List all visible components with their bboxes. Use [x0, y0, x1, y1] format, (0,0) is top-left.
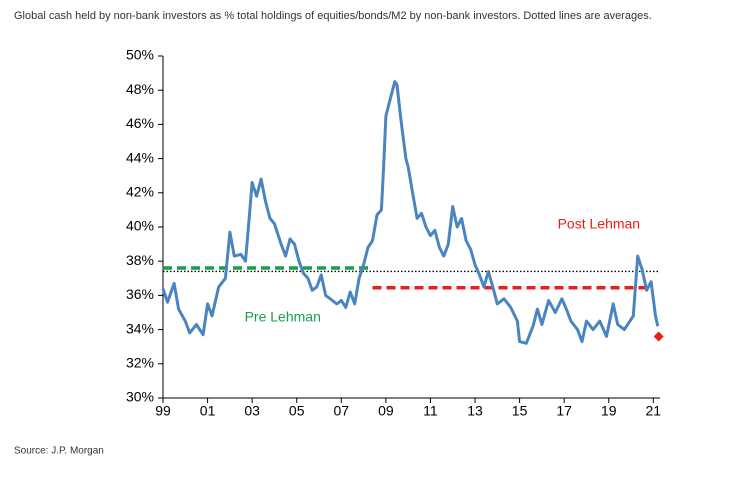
data-line [161, 80, 660, 345]
y-tick-label: 38% [126, 252, 154, 268]
y-tick-label: 44% [126, 149, 154, 165]
x-tick-label: 15 [512, 403, 528, 419]
x-tick-label: 05 [289, 403, 305, 419]
x-tick-label: 09 [378, 403, 394, 419]
x-tick-label: 03 [244, 403, 260, 419]
x-tick-label: 99 [155, 403, 171, 419]
y-tick-label: 34% [126, 320, 154, 336]
source-note: Source: J.P. Morgan [14, 446, 104, 457]
last-point [653, 331, 664, 342]
y-tick-label: 46% [126, 115, 154, 131]
y-tick-label: 30% [126, 389, 154, 405]
x-tick-label: 01 [200, 403, 216, 419]
x-tick-label: 19 [601, 403, 617, 419]
y-tick-label: 40% [126, 218, 154, 234]
y-tick-label: 42% [126, 184, 154, 200]
x-tick-label: 07 [334, 403, 350, 419]
x-tick-label: 21 [646, 403, 662, 419]
y-tick-label: 48% [126, 81, 154, 97]
annotation: Post Lehman [558, 215, 641, 231]
y-tick-label: 32% [126, 355, 154, 371]
y-tick-label: 36% [126, 286, 154, 302]
annotation: Pre Lehman [245, 309, 321, 325]
x-tick-label: 17 [556, 403, 572, 419]
y-tick-label: 50% [126, 47, 154, 63]
chart-title: Global cash held by non-bank investors a… [14, 10, 652, 22]
x-tick-label: 11 [423, 403, 438, 419]
x-tick-label: 13 [467, 403, 483, 419]
